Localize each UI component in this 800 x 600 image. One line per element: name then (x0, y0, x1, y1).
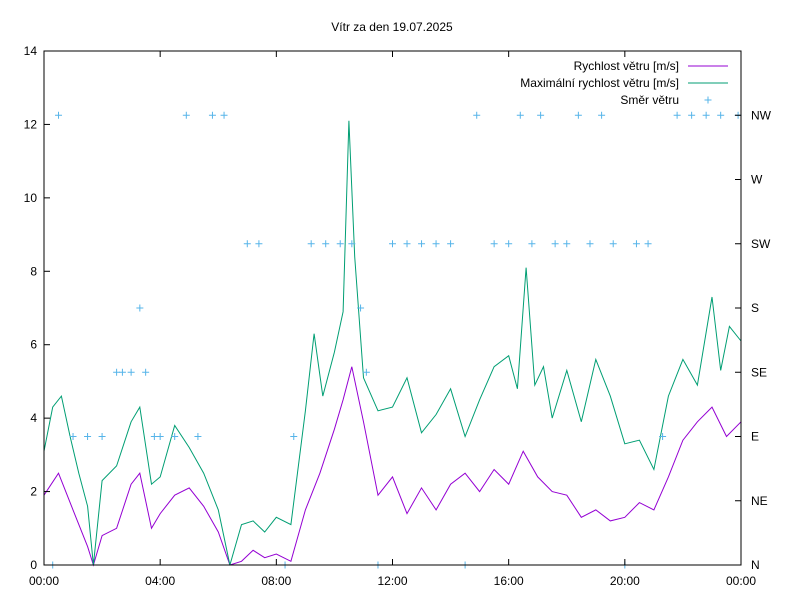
direction-point (473, 111, 481, 119)
y-tick-label: 4 (30, 411, 37, 425)
direction-point (136, 304, 144, 312)
series-layer (43, 111, 742, 569)
y2-tick-label: N (751, 558, 760, 572)
direction-point (307, 240, 315, 248)
direction-point (348, 240, 356, 248)
direction-point (362, 368, 370, 376)
direction-point (182, 111, 190, 119)
legend-swatch-direction (704, 96, 712, 104)
legend-label-max-speed: Maximální rychlost větru [m/s] (520, 76, 679, 90)
legend: Rychlost větru [m/s] Maximální rychlost … (520, 59, 728, 107)
direction-point (563, 240, 571, 248)
direction-point (357, 304, 365, 312)
direction-point (609, 240, 617, 248)
direction-point (702, 111, 710, 119)
direction-point (432, 240, 440, 248)
legend-label-direction: Směr větru (620, 93, 679, 107)
direction-point (142, 368, 150, 376)
direction-point (243, 240, 251, 248)
direction-point (659, 433, 667, 440)
direction-point (69, 433, 77, 440)
series-line-speed (43, 366, 742, 567)
direction-point (220, 111, 228, 119)
y2-tick-label: W (751, 173, 763, 187)
y2-tick-label: NE (751, 494, 768, 508)
direction-point (127, 368, 135, 376)
y2-tick-label: NW (751, 108, 772, 122)
direction-point (551, 240, 559, 248)
y-tick-label: 14 (24, 44, 38, 58)
axis-layer: 0 2 4 6 8 10 12 14 N NE E SE S SW W NW 00:00 04:00 08:00 12… (24, 44, 772, 588)
direction-point (632, 240, 640, 248)
y-tick-label: 10 (24, 191, 38, 205)
direction-point (505, 240, 513, 248)
direction-point (717, 111, 725, 119)
y2-tick-label: S (751, 301, 759, 315)
direction-point (55, 111, 63, 119)
direction-point (118, 368, 126, 376)
x-tick-label: 00:00 (29, 574, 59, 588)
direction-point (194, 433, 202, 440)
y-tick-label: 6 (30, 338, 37, 352)
direction-point (322, 240, 330, 248)
y2-tick-label: SW (751, 237, 771, 251)
y-tick-label: 0 (30, 558, 37, 572)
x-tick-label: 12:00 (377, 574, 407, 588)
series-line-max-speed (43, 120, 742, 566)
direction-point (418, 240, 426, 248)
chart-title: Vítr za den 19.07.2025 (331, 20, 453, 34)
direction-point (208, 111, 216, 119)
y-tick-label: 8 (30, 264, 37, 278)
x-tick-label: 08:00 (261, 574, 291, 588)
direction-point (171, 433, 179, 440)
direction-point (528, 240, 536, 248)
direction-point (255, 240, 263, 248)
direction-point (490, 240, 498, 248)
direction-point (574, 111, 582, 119)
y2-tick-label: SE (751, 365, 767, 379)
y-tick-label: 12 (24, 117, 38, 131)
x-tick-label: 16:00 (494, 574, 524, 588)
direction-point (598, 111, 606, 119)
direction-point (673, 111, 681, 119)
direction-point (586, 240, 594, 248)
x-tick-label: 04:00 (145, 574, 175, 588)
y-tick-label: 2 (30, 485, 37, 499)
direction-point (537, 111, 545, 119)
direction-point (156, 433, 164, 440)
direction-point (98, 433, 106, 440)
direction-point (447, 240, 455, 248)
direction-point (290, 433, 298, 440)
direction-point (644, 240, 652, 248)
x-tick-label: 00:00 (726, 574, 756, 588)
plot-frame (43, 50, 742, 566)
direction-point (516, 111, 524, 119)
direction-point (84, 433, 92, 440)
x-tick-label: 20:00 (610, 574, 640, 588)
legend-label-speed: Rychlost větru [m/s] (574, 59, 679, 73)
legend-swatches (688, 65, 728, 104)
y2-tick-label: E (751, 430, 759, 444)
direction-point (336, 240, 344, 248)
direction-point (403, 240, 411, 248)
direction-point (688, 111, 696, 119)
direction-point (389, 240, 396, 248)
